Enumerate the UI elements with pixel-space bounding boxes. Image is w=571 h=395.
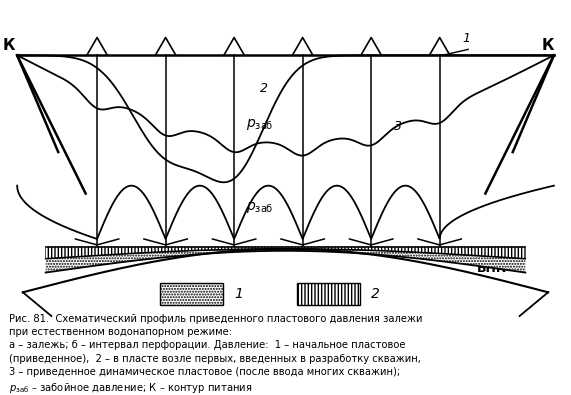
Text: 1: 1: [234, 287, 243, 301]
Text: $p_{\mathregular{заб}}$: $p_{\mathregular{заб}}$: [246, 200, 274, 215]
Bar: [297, 284, 360, 305]
Text: Рис. 81.  Схематический профиль приведенного пластового давления залежи
при есте: Рис. 81. Схематический профиль приведенн…: [9, 314, 422, 395]
Text: 2: 2: [371, 287, 380, 301]
Text: 3: 3: [394, 120, 402, 133]
Text: 2: 2: [260, 83, 268, 95]
Text: К: К: [541, 38, 554, 53]
Bar: [160, 284, 223, 305]
Text: 1: 1: [463, 32, 471, 45]
Text: ВНК: ВНК: [477, 262, 507, 275]
Bar: [297, 284, 360, 305]
Text: $p_{\mathregular{заб}}$: $p_{\mathregular{заб}}$: [246, 117, 274, 132]
Bar: [160, 284, 223, 305]
Text: К: К: [3, 38, 15, 53]
